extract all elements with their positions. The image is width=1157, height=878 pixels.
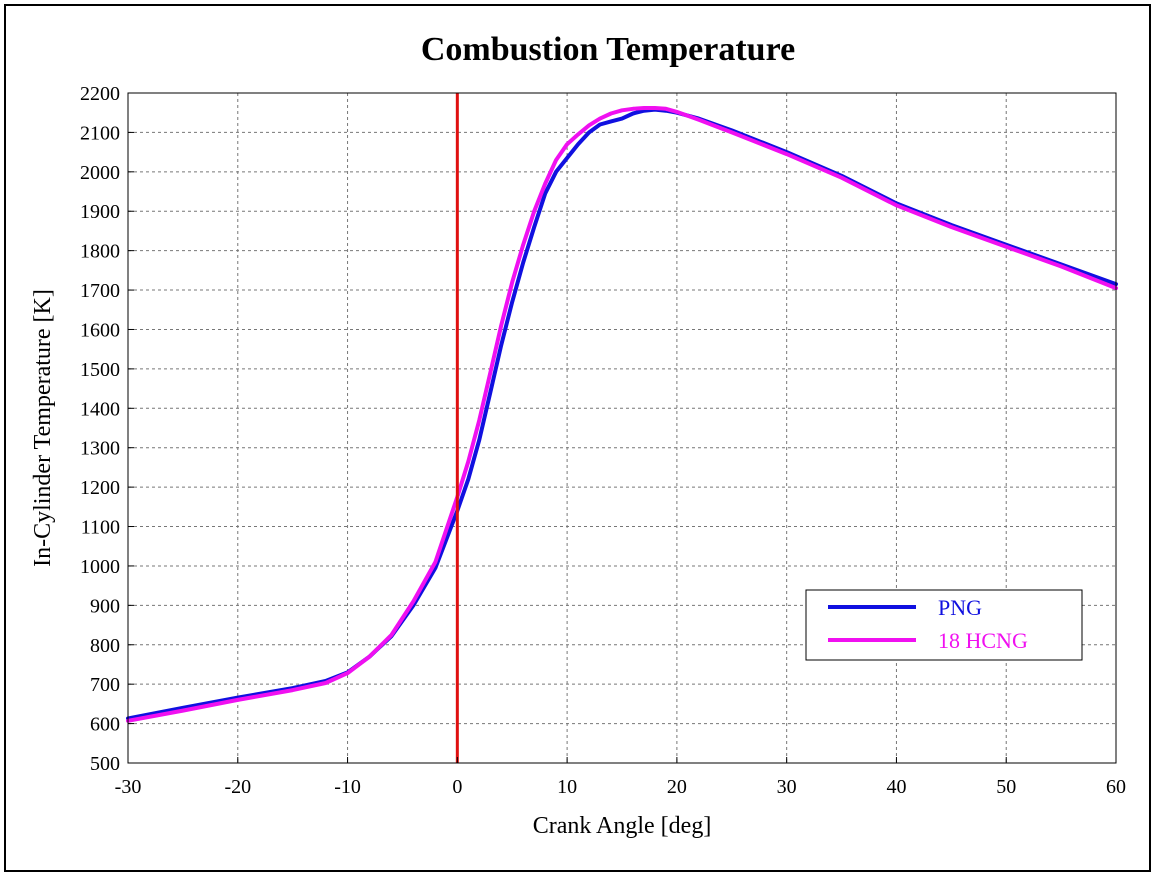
legend-label-png: PNG — [938, 595, 982, 620]
y-tick-label: 2000 — [80, 162, 120, 184]
grid-layer — [128, 93, 1116, 763]
legend-label-18-hcng: 18 HCNG — [938, 628, 1028, 653]
legend-box — [805, 589, 1083, 661]
y-tick-label: 1200 — [80, 477, 120, 499]
x-tick-label: 40 — [886, 776, 906, 798]
y-tick-label: 2100 — [80, 122, 120, 144]
y-tick-label: 1900 — [80, 201, 120, 223]
y-tick-label: 1000 — [80, 556, 120, 578]
y-tick-label: 2200 — [80, 83, 120, 105]
x-tick-label: 30 — [777, 776, 797, 798]
y-tick-label: 700 — [90, 674, 120, 696]
y-tick-label: 900 — [90, 595, 120, 617]
plot-area — [127, 92, 1117, 764]
x-tick-label: -20 — [224, 776, 251, 798]
x-tick-label: -10 — [334, 776, 361, 798]
y-tick-label: 1500 — [80, 359, 120, 381]
chart-title: Combustion Temperature — [421, 31, 795, 68]
x-tick-label: 10 — [557, 776, 577, 798]
x-axis-ticks: -30 -20 -10 0 10 20 30 40 50 60 — [115, 757, 1126, 798]
y-tick-label: 500 — [90, 753, 120, 775]
series-layer — [126, 106, 1118, 723]
y-tick-label: 1800 — [80, 241, 120, 263]
x-axis-label: Crank Angle [deg] — [533, 813, 712, 839]
chart-frame — [4, 4, 1151, 872]
x-tick-label: 0 — [452, 776, 462, 798]
legend: PNG 18 HCNG — [805, 589, 1083, 661]
series-line-18-hcng — [126, 106, 1118, 723]
y-axis-label: In-Cylinder Temperature [K] — [30, 289, 56, 567]
x-tick-label: -30 — [115, 776, 142, 798]
y-tick-label: 1700 — [80, 280, 120, 302]
y-tick-label: 1100 — [81, 517, 120, 539]
y-tick-label: 600 — [90, 714, 120, 736]
y-tick-label: 1300 — [80, 438, 120, 460]
y-axis-ticks: 500 600 700 800 900 1000 1100 1200 1300 1400 1500 1… — [80, 83, 134, 775]
x-tick-label: 20 — [667, 776, 687, 798]
y-tick-label: 1400 — [80, 398, 120, 420]
x-tick-label: 60 — [1106, 776, 1126, 798]
y-tick-label: 800 — [90, 635, 120, 657]
y-tick-label: 1600 — [80, 319, 120, 341]
x-tick-label: 50 — [996, 776, 1016, 798]
